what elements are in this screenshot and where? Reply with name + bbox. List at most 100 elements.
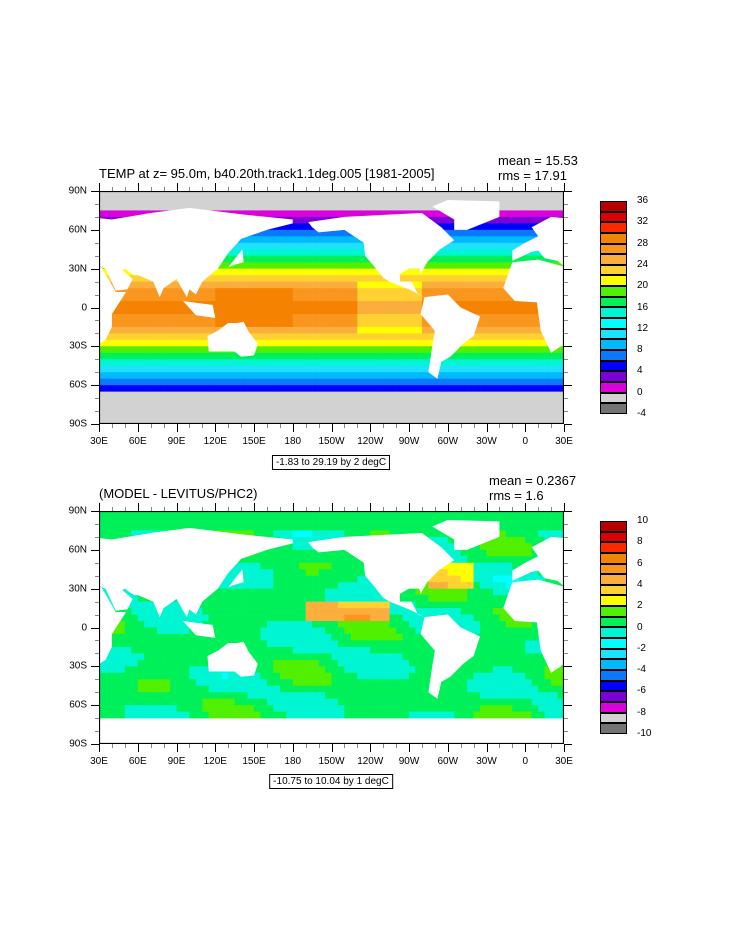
contour-cell bbox=[363, 294, 371, 302]
contour-cell bbox=[118, 326, 126, 334]
contour-cell bbox=[221, 672, 229, 680]
contour-cell bbox=[118, 359, 126, 367]
contour-cell bbox=[512, 646, 520, 654]
contour-cell bbox=[150, 203, 158, 211]
contour-cell bbox=[241, 621, 248, 628]
contour-cell bbox=[376, 203, 384, 211]
contour-cell bbox=[221, 614, 229, 622]
contour-cell bbox=[402, 672, 410, 680]
contour-cell bbox=[350, 653, 358, 661]
contour-cell bbox=[215, 385, 223, 392]
contour-cell bbox=[344, 633, 352, 641]
contour-cell bbox=[396, 608, 403, 615]
contour-cell bbox=[350, 365, 358, 373]
tick-mark bbox=[551, 424, 553, 428]
contour-cell bbox=[467, 385, 474, 392]
contour-cell bbox=[337, 365, 345, 373]
contour-cell bbox=[518, 575, 526, 583]
contour-cell bbox=[266, 633, 274, 641]
contour-cell bbox=[254, 242, 261, 250]
contour-cell bbox=[305, 404, 313, 412]
contour-cell bbox=[331, 588, 339, 596]
contour-cell bbox=[150, 359, 158, 367]
contour-cell bbox=[531, 197, 539, 205]
contour-cell bbox=[473, 378, 481, 386]
contour-cell bbox=[499, 352, 507, 360]
contour-cell bbox=[312, 203, 319, 211]
contour-cell bbox=[402, 666, 410, 674]
contour-cell bbox=[124, 646, 132, 654]
contour-cell bbox=[473, 365, 481, 373]
contour-cell bbox=[525, 517, 533, 525]
contour-cell bbox=[131, 653, 139, 661]
contour-cell bbox=[421, 197, 429, 205]
contour-cell bbox=[279, 339, 287, 347]
contour-cell bbox=[299, 530, 306, 538]
lon-label: 60W bbox=[437, 436, 459, 447]
contour-cell bbox=[325, 313, 332, 321]
tick-mark bbox=[473, 424, 475, 428]
contour-cell bbox=[182, 679, 190, 687]
contour-cell bbox=[208, 365, 216, 373]
contour-cell bbox=[105, 346, 113, 354]
contour-cell bbox=[337, 320, 345, 328]
contour-cell bbox=[344, 326, 352, 334]
contour-cell bbox=[344, 307, 352, 315]
contour-cell bbox=[208, 294, 216, 302]
contour-cell bbox=[182, 646, 190, 654]
contour-cell bbox=[260, 705, 268, 712]
contour-cell bbox=[118, 307, 126, 315]
contour-cell bbox=[389, 210, 397, 218]
contour-cell bbox=[396, 352, 403, 360]
contour-cell bbox=[421, 705, 429, 712]
contour-cell bbox=[370, 614, 378, 622]
contour-cell bbox=[499, 530, 507, 538]
tick-mark bbox=[266, 187, 268, 191]
contour-cell bbox=[486, 365, 494, 373]
contour-cell bbox=[241, 569, 248, 577]
contour-cell bbox=[467, 359, 474, 367]
contour-cell bbox=[111, 672, 119, 680]
contour-cell bbox=[505, 320, 513, 328]
contour-cell bbox=[234, 582, 242, 589]
contour-cell bbox=[402, 339, 410, 347]
contour-cell bbox=[266, 530, 274, 538]
contour-cell bbox=[376, 621, 384, 628]
contour-cell bbox=[182, 359, 190, 367]
contour-cell bbox=[525, 536, 533, 544]
contour-cell bbox=[350, 692, 358, 699]
contour-cell bbox=[344, 614, 352, 622]
contour-cell bbox=[538, 404, 545, 412]
contour-cell bbox=[357, 705, 365, 712]
contour-cell bbox=[415, 646, 423, 654]
contour-cell bbox=[460, 621, 468, 628]
contour-cell bbox=[538, 372, 545, 379]
contour-cell bbox=[273, 236, 281, 244]
contour-cell bbox=[260, 411, 268, 418]
contour-cell bbox=[299, 666, 306, 674]
contour-cell bbox=[441, 372, 449, 379]
contour-cell bbox=[137, 210, 145, 218]
contour-cell bbox=[208, 288, 216, 295]
contour-cell bbox=[299, 320, 306, 328]
contour-cell bbox=[299, 372, 306, 379]
contour-cell bbox=[266, 242, 274, 250]
contour-cell bbox=[531, 301, 539, 308]
contour-cell bbox=[486, 679, 494, 687]
contour-cell bbox=[492, 601, 500, 609]
contour-cell bbox=[170, 339, 177, 347]
contour-cell bbox=[383, 313, 390, 321]
contour-cell bbox=[305, 627, 313, 635]
contour-cell bbox=[163, 197, 171, 205]
contour-cell bbox=[421, 352, 429, 360]
contour-cell bbox=[247, 575, 255, 583]
contour-cell bbox=[157, 333, 164, 341]
tick-mark bbox=[111, 424, 113, 428]
contour-cell bbox=[396, 339, 403, 347]
contour-cell bbox=[176, 705, 184, 712]
contour-cell bbox=[415, 313, 423, 321]
tick-mark bbox=[409, 424, 410, 432]
contour-cell bbox=[182, 197, 190, 205]
contour-cell bbox=[337, 268, 345, 276]
contour-cell bbox=[518, 523, 526, 531]
